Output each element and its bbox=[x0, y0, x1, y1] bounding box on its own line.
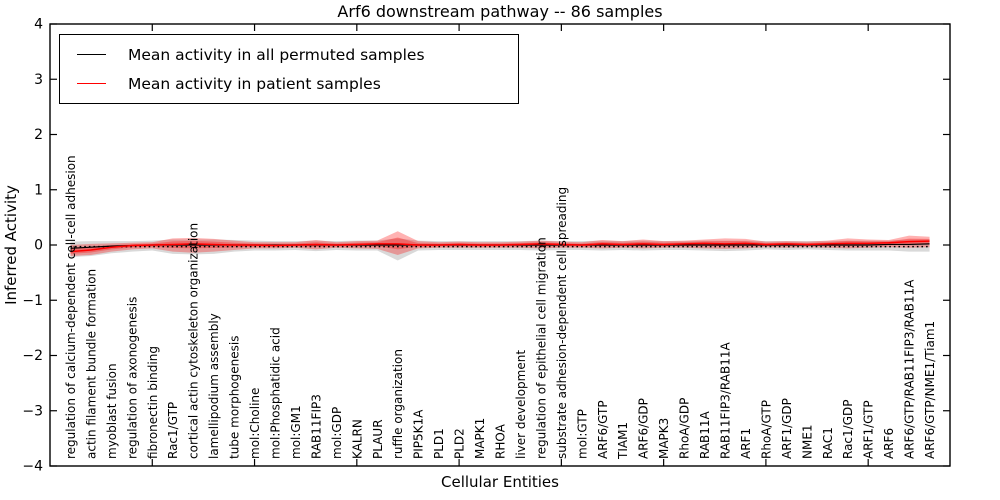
y-tick-label: 3 bbox=[34, 72, 43, 88]
x-category-label: MAPK1 bbox=[473, 418, 487, 459]
legend-line-sample-patient-icon bbox=[77, 83, 106, 84]
x-category-label: ARF1 bbox=[739, 428, 753, 459]
y-tick-label: −3 bbox=[22, 403, 43, 419]
x-category-label: mol:GM1 bbox=[289, 405, 303, 459]
y-tick-label: 0 bbox=[34, 238, 43, 254]
x-category-label: actin filament bundle formation bbox=[84, 269, 98, 459]
x-category-label: ARF6/GDP bbox=[637, 398, 651, 459]
chart-title: Arf6 downstream pathway -- 86 samples bbox=[337, 2, 663, 21]
x-category-label: PLAUR bbox=[371, 419, 385, 459]
legend-row: Mean activity in patient samples bbox=[60, 69, 518, 98]
x-category-label: ruffle organization bbox=[391, 349, 405, 459]
legend-label-permuted: Mean activity in all permuted samples bbox=[128, 45, 425, 64]
x-category-label: RhoA/GTP bbox=[759, 400, 773, 459]
x-category-label: regulation of epithelial cell migration bbox=[534, 237, 548, 459]
x-category-label: regulation of axonogenesis bbox=[125, 297, 139, 459]
x-category-label: MAPK3 bbox=[657, 418, 671, 459]
x-category-label: ARF6/GTP/NME1/Tiam1 bbox=[923, 321, 937, 459]
x-category-label: RAB11FIP3 bbox=[309, 394, 323, 459]
x-category-label: mol:Phosphatidic acid bbox=[269, 327, 283, 459]
x-category-label: regulation of calcium-dependent cell-cel… bbox=[64, 155, 78, 459]
y-tick-label: 1 bbox=[34, 182, 43, 198]
x-category-label: RAB11FIP3/RAB11A bbox=[719, 342, 733, 459]
x-category-label: PLD2 bbox=[453, 428, 467, 459]
x-category-label: ARF1/GDP bbox=[780, 398, 794, 459]
x-category-label: ARF6/GTP bbox=[596, 400, 610, 459]
x-category-label: RAB11A bbox=[698, 410, 712, 459]
x-category-label: Rac1/GTP bbox=[166, 402, 180, 459]
x-category-label: substrate adhesion-dependent cell spread… bbox=[555, 187, 569, 459]
x-category-label: mol:Choline bbox=[248, 388, 262, 459]
x-category-label: ARF1/GTP bbox=[862, 400, 876, 459]
x-axis-label: Cellular Entities bbox=[441, 473, 559, 491]
y-tick-label: −1 bbox=[22, 293, 43, 309]
patient-mean-line bbox=[70, 240, 930, 253]
y-tick-label: 2 bbox=[34, 127, 43, 143]
legend: Mean activity in all permuted samples Me… bbox=[59, 34, 519, 104]
y-tick-label: −2 bbox=[22, 348, 43, 364]
x-category-label: PIP5K1A bbox=[412, 409, 426, 459]
x-category-label: NME1 bbox=[800, 424, 814, 459]
x-category-label: ARF6/GTP/RAB11FIP3/RAB11A bbox=[903, 279, 917, 459]
y-tick-label: 4 bbox=[34, 17, 43, 33]
x-category-label: Rac1/GDP bbox=[841, 400, 855, 459]
x-category-label: liver development bbox=[514, 350, 528, 459]
x-category-label: PLD1 bbox=[432, 428, 446, 459]
x-category-label: lamellipodium assembly bbox=[207, 313, 221, 459]
x-category-label: myoblast fusion bbox=[105, 363, 119, 459]
patient-sample-range-band bbox=[70, 231, 930, 257]
x-category-label: mol:GDP bbox=[330, 407, 344, 459]
x-category-label: RHOA bbox=[494, 423, 508, 459]
legend-label-patient: Mean activity in patient samples bbox=[128, 74, 381, 93]
x-category-label: TIAM1 bbox=[616, 422, 630, 460]
x-category-label: cortical actin cytoskeleton organization bbox=[187, 223, 201, 459]
y-tick-label: −4 bbox=[22, 459, 43, 475]
x-category-label: tube morphogenesis bbox=[228, 336, 242, 459]
x-category-label: KALRN bbox=[350, 419, 364, 459]
x-category-label: RAC1 bbox=[821, 427, 835, 459]
x-category-label: ARF6 bbox=[882, 428, 896, 459]
x-category-label: RhoA/GDP bbox=[678, 398, 692, 459]
x-category-label: fibronectin binding bbox=[146, 346, 160, 459]
legend-row: Mean activity in all permuted samples bbox=[60, 40, 518, 69]
legend-line-sample-permuted-icon bbox=[77, 54, 106, 55]
x-category-label: mol:GTP bbox=[575, 409, 589, 459]
